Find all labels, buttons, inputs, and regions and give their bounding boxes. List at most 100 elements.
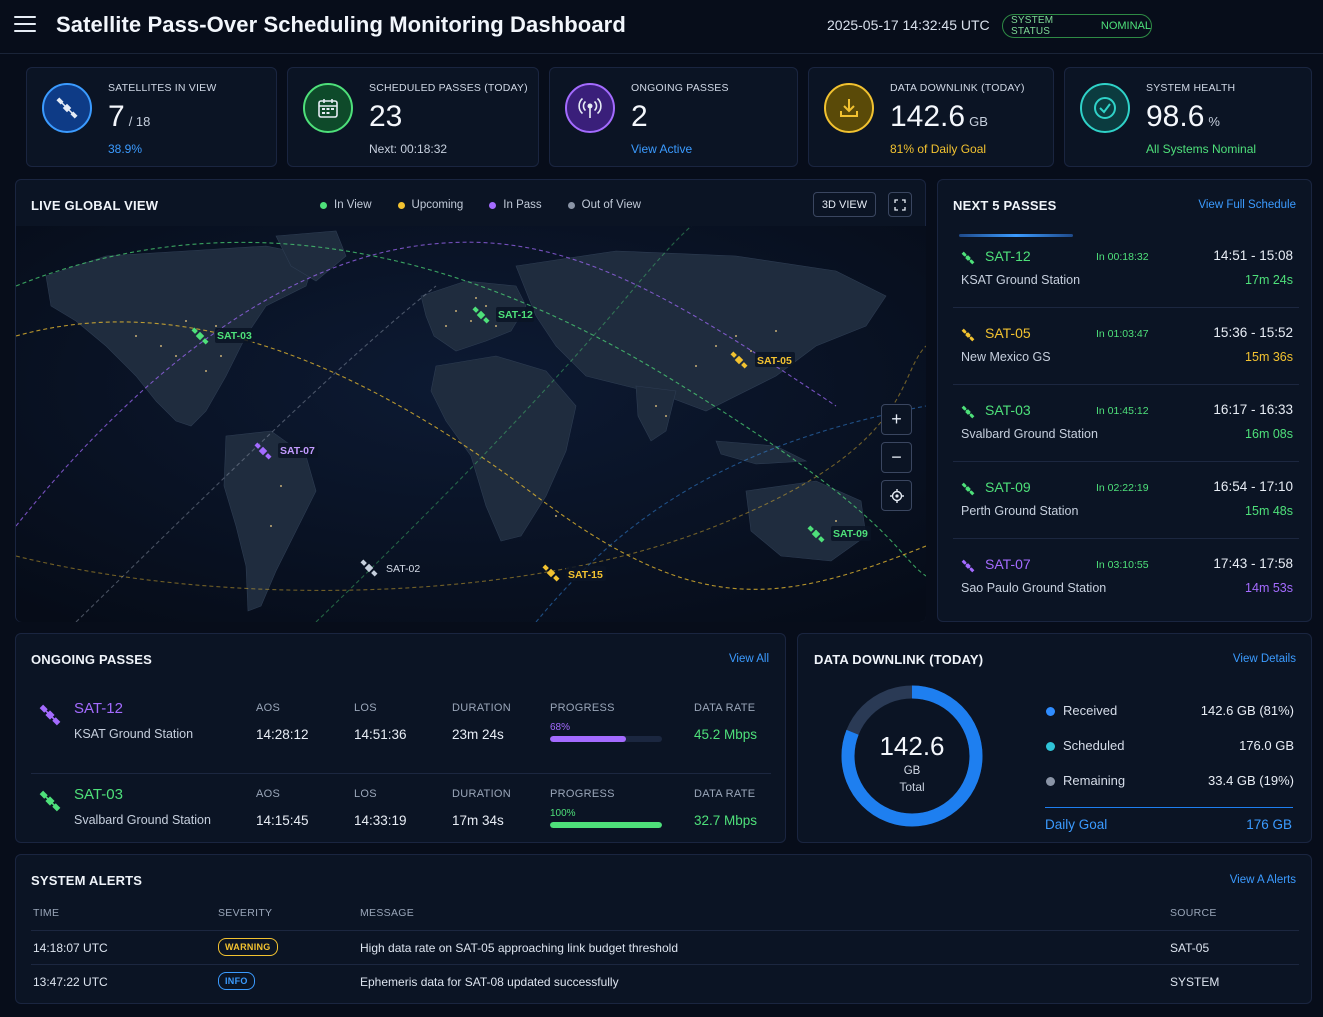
- donut-total: 142.6: [879, 731, 944, 761]
- live-global-view-panel: LIVE GLOBAL VIEW In View Upcoming In Pas…: [15, 179, 926, 622]
- svg-text:SAT-12: SAT-12: [498, 309, 533, 321]
- pass-row[interactable]: SAT-12 In 00:18:32 14:51 - 15:08 KSAT Groun…: [953, 231, 1299, 308]
- satellite-icon: [960, 327, 976, 348]
- pass-eta: In 02:22:19: [1096, 482, 1149, 494]
- aos-header: AOS: [256, 788, 281, 800]
- world-map[interactable]: SAT-12 SAT-03 SAT-05 SAT-07 SAT-09: [16, 226, 926, 622]
- india-shape: [635, 385, 677, 442]
- duration-header: DURATION: [452, 788, 512, 800]
- menu-icon[interactable]: [14, 16, 36, 34]
- svg-text:SAT-15: SAT-15: [568, 569, 603, 581]
- pass-station: KSAT Ground Station: [961, 273, 1081, 287]
- 3d-view-button[interactable]: 3D VIEW: [813, 192, 876, 217]
- panel-title: NEXT 5 PASSES: [953, 198, 1057, 213]
- progress-header: PROGRESS: [550, 702, 615, 714]
- los-header: LOS: [354, 788, 377, 800]
- legend-item: In View: [320, 199, 372, 211]
- download-icon: [824, 83, 874, 133]
- stat-value: 7/ 18: [108, 100, 151, 133]
- stat-label: SATELLITES IN VIEW: [108, 82, 217, 94]
- pass-duration: 15m 48s: [1245, 504, 1293, 518]
- system-status-badge: SYSTEM STATUS NOMINAL: [1002, 14, 1152, 38]
- view-all-link[interactable]: View All: [728, 653, 769, 665]
- locate-button[interactable]: [881, 480, 912, 511]
- pass-row[interactable]: SAT-07 In 03:10:55 17:43 - 17:58 Sao Paulo …: [953, 539, 1299, 616]
- alert-time: 14:18:07 UTC: [33, 941, 108, 955]
- view-all-alerts-link[interactable]: View A Alerts: [1229, 874, 1296, 886]
- satellite-icon: [37, 702, 63, 733]
- satellite-icon: [37, 788, 63, 819]
- alert-time: 13:47:22 UTC: [33, 975, 108, 989]
- panel-title: LIVE GLOBAL VIEW: [31, 198, 159, 213]
- panel-title: SYSTEM ALERTS: [31, 873, 143, 888]
- pass-row[interactable]: SAT-05 In 01:03:47 15:36 - 15:52 New Mexico…: [953, 308, 1299, 385]
- daily-goal-value: 176 GB: [1246, 817, 1292, 832]
- rate-value: 45.2 Mbps: [694, 727, 758, 742]
- stat-card-ongoing: ONGOING PASSES 2 View Active: [549, 67, 798, 167]
- aos-header: AOS: [256, 702, 281, 714]
- stat-card-downlink: DATA DOWNLINK (TODAY) 142.6 GB 81% of Dai…: [808, 67, 1054, 167]
- alert-row[interactable]: 14:18:07 UTC WARNING High data rate on SAT…: [31, 930, 1299, 964]
- ongoing-pass-row[interactable]: SAT-12 KSAT Ground Station AOS 14:28:12 LOS 1…: [31, 688, 771, 774]
- satellite-marker-sat-05: SAT-05: [730, 351, 795, 369]
- alert-message: Ephemeris data for SAT-08 updated succes…: [360, 975, 619, 989]
- zoom-out-button[interactable]: −: [881, 442, 912, 473]
- los-value: 14:51:36: [354, 727, 407, 742]
- downlink-row-received: Received 142.6 GB (81%): [1044, 703, 1294, 723]
- stat-sub: 38.9%: [108, 142, 143, 156]
- satellite-marker-sat-03: SAT-03: [191, 327, 253, 345]
- pass-window: 15:36 - 15:52: [1213, 325, 1293, 340]
- pass-duration: 14m 53s: [1245, 581, 1293, 595]
- stat-sub: 81% of Daily Goal: [890, 142, 987, 156]
- satellite-icon: [42, 83, 92, 133]
- aos-value: 14:15:45: [256, 813, 309, 828]
- pass-satellite: SAT-07: [985, 556, 1031, 572]
- stat-label: SYSTEM HEALTH: [1146, 82, 1236, 94]
- severity-badge: INFO: [218, 972, 255, 990]
- indonesia-shape: [715, 440, 808, 465]
- daily-goal-label: Daily Goal: [1045, 817, 1108, 832]
- stat-value: 142.6 GB: [890, 100, 988, 133]
- system-alerts-panel: SYSTEM ALERTS View A Alerts TIME SEVERIT…: [15, 854, 1312, 1004]
- satellite-icon: [960, 404, 976, 425]
- stat-card-satellites: SATELLITES IN VIEW 7/ 18 38.9%: [26, 67, 277, 167]
- view-full-schedule-link[interactable]: View Full Schedule: [1198, 199, 1296, 211]
- pass-duration: 15m 36s: [1245, 350, 1293, 364]
- view-details-link[interactable]: View Details: [1232, 653, 1296, 665]
- zoom-in-button[interactable]: +: [881, 404, 912, 435]
- ongoing-satellite: SAT-12: [74, 700, 123, 717]
- fullscreen-button[interactable]: [888, 192, 912, 217]
- pass-row[interactable]: SAT-09 In 02:22:19 16:54 - 17:10 Perth Grou…: [953, 462, 1299, 539]
- pass-station: New Mexico GS: [961, 350, 1051, 364]
- duration-header: DURATION: [452, 702, 512, 714]
- satellite-marker-sat-07: SAT-07: [254, 442, 318, 460]
- svg-text:SAT-07: SAT-07: [280, 445, 315, 457]
- svg-text:SAT-02: SAT-02: [386, 563, 420, 575]
- pass-eta: In 01:03:47: [1096, 328, 1149, 340]
- pass-row[interactable]: SAT-03 In 01:45:12 16:17 - 16:33 Svalbard G…: [953, 385, 1299, 462]
- rate-header: DATA RATE: [694, 788, 756, 800]
- donut-unit: GB: [904, 765, 921, 777]
- calendar-icon: [303, 83, 353, 133]
- panel-title: DATA DOWNLINK (TODAY): [814, 652, 984, 667]
- col-header-message: MESSAGE: [360, 907, 415, 919]
- stat-label: ONGOING PASSES: [631, 82, 729, 94]
- alert-message: High data rate on SAT-05 approaching lin…: [360, 941, 678, 955]
- los-header: LOS: [354, 702, 377, 714]
- ongoing-station: Svalbard Ground Station: [74, 813, 211, 827]
- view-active-link[interactable]: View Active: [631, 142, 693, 156]
- europe-shape: [420, 280, 527, 352]
- pass-window: 14:51 - 15:08: [1213, 248, 1293, 263]
- stat-sub: Next: 00:18:32: [369, 142, 448, 156]
- aos-value: 14:28:12: [256, 727, 309, 742]
- pass-eta: In 01:45:12: [1096, 405, 1149, 417]
- alert-row[interactable]: 13:47:22 UTC INFO Ephemeris data for SAT-0…: [31, 964, 1299, 998]
- svg-text:SAT-03: SAT-03: [217, 330, 252, 342]
- ongoing-pass-row[interactable]: SAT-03 Svalbard Ground Station AOS 14:15:45…: [31, 774, 771, 860]
- greenland-shape: [275, 230, 347, 282]
- progress-percent: 68%: [550, 722, 571, 733]
- page-title: Satellite Pass-Over Scheduling Monitorin…: [56, 12, 626, 37]
- pass-eta: In 00:18:32: [1096, 251, 1149, 263]
- pass-satellite: SAT-09: [985, 479, 1031, 495]
- pass-eta: In 03:10:55: [1096, 559, 1149, 571]
